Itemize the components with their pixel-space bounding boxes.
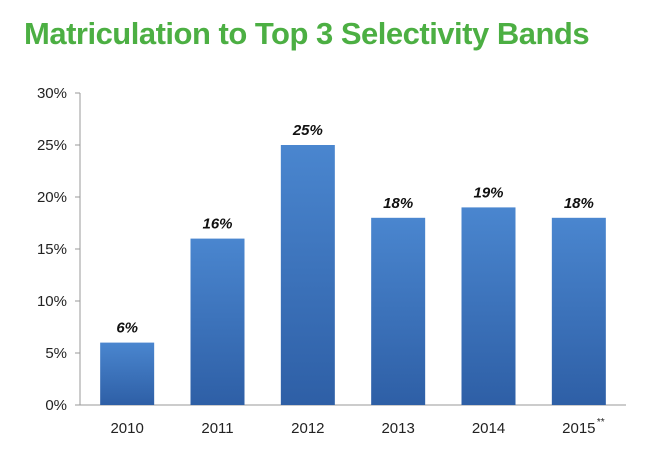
axes	[75, 92, 626, 406]
footnote-marker: **	[597, 417, 605, 428]
y-tick-label: 20%	[37, 189, 67, 206]
data-label-2011: 16%	[202, 216, 232, 233]
data-label-2010: 6%	[116, 320, 138, 337]
data-label-2015: 18%	[564, 195, 594, 212]
bar-2014	[461, 207, 516, 405]
x-tick-label-2014: 2014	[472, 420, 505, 437]
bar-2012	[280, 145, 335, 405]
x-tick-label-2015: 2015	[562, 420, 595, 437]
data-label-2014: 19%	[473, 184, 503, 201]
bars	[100, 145, 606, 405]
bar-2015	[551, 217, 606, 405]
y-tick-label: 25%	[37, 137, 67, 154]
data-label-2013: 18%	[383, 195, 413, 212]
y-tick-label: 30%	[37, 85, 67, 102]
bar-2011	[190, 238, 245, 405]
x-tick-label-2011: 2011	[201, 420, 233, 437]
bar-2013	[371, 217, 426, 405]
y-tick-label: 15%	[37, 241, 67, 258]
y-tick-label: 5%	[45, 345, 67, 362]
y-tick-label: 0%	[45, 397, 67, 414]
y-tick-label: 10%	[37, 293, 67, 310]
x-tick-label-2013: 2013	[381, 420, 414, 437]
labels: 0% 5% 10% 15% 20% 25% 30% 6% 2010 16% 2011 25% 2012 1…	[37, 85, 605, 437]
bar-2010	[100, 342, 155, 405]
x-tick-label-2012: 2012	[291, 420, 324, 437]
data-label-2012: 25%	[292, 122, 323, 139]
x-tick-label-2010: 2010	[110, 420, 143, 437]
chart-title: Matriculation to Top 3 Selectivity Bands	[24, 16, 590, 51]
